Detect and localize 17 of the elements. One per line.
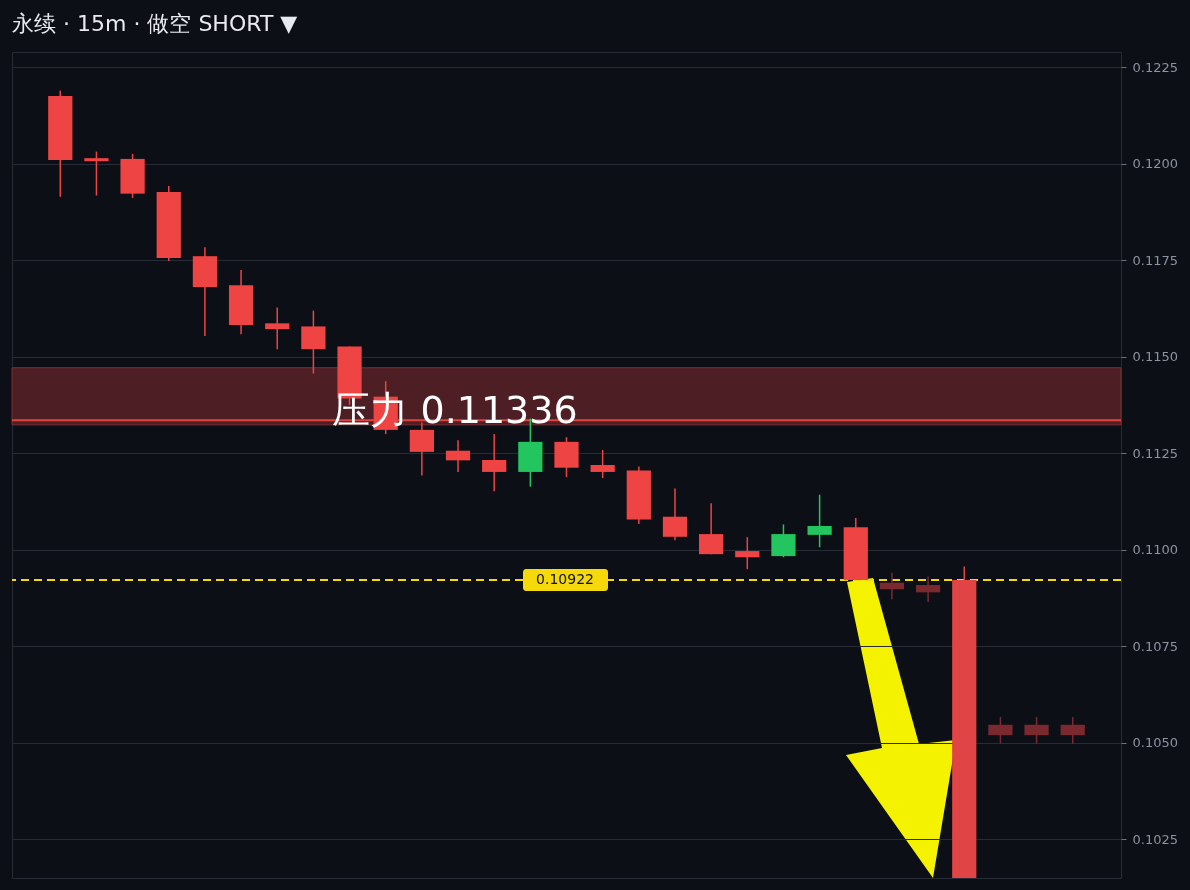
- y-tick-label: 0.1050: [1132, 735, 1178, 751]
- y-tick-label: 0.1200: [1132, 156, 1178, 172]
- y-tick-label: 0.1125: [1132, 445, 1178, 461]
- ref-line-label: 0.10922: [536, 571, 594, 588]
- candlestick: [879, 571, 905, 601]
- candlestick: [735, 536, 760, 570]
- y-tick-label: 0.1225: [1132, 59, 1178, 75]
- y-tick-label: 0.1025: [1132, 831, 1178, 847]
- candlestick: [915, 575, 941, 603]
- y-tick-label: 0.1075: [1132, 638, 1178, 654]
- candlestick: [84, 150, 109, 197]
- y-tick-label: 0.1175: [1132, 252, 1178, 268]
- candlestick: [590, 449, 615, 479]
- y-tick-label: 0.1100: [1132, 542, 1178, 558]
- candlestick: [265, 306, 290, 350]
- y-tick-label: 0.1150: [1132, 349, 1178, 365]
- chart-title: 永续 · 15m · 做空 SHORT ▼: [12, 11, 298, 36]
